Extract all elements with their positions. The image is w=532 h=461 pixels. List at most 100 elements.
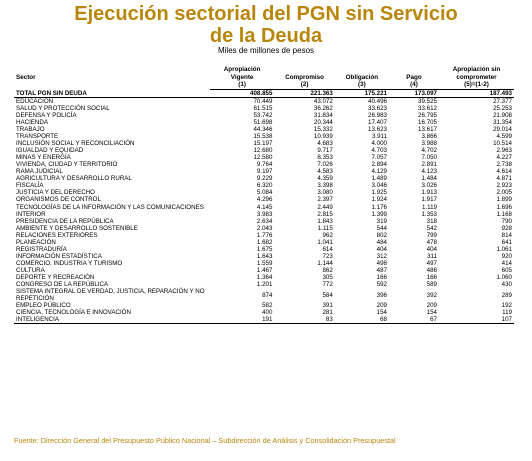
execution-table: Sector Apropiación Vigente Compromiso Ob… [14, 66, 514, 325]
row-obligacion: 4.129 [371, 168, 387, 176]
row-sin-comprometer: 4.599 [496, 133, 512, 141]
row-apropiacion: 15.538 [253, 133, 273, 141]
row-sin-comprometer: 641 [501, 238, 512, 246]
table-row: SISTEMA INTEGRAL DE VERDAD, JUSTICIA, RE… [14, 288, 514, 302]
row-sin-comprometer: 814 [501, 231, 512, 239]
row-sin-comprometer: 920 [501, 252, 512, 260]
row-apropiacion: 2.634 [256, 217, 273, 225]
row-sin-comprometer: 29.014 [493, 126, 512, 134]
row-obligacion: 4.000 [371, 140, 387, 148]
table-body: TOTAL PGN SIN DEUDA 408.855 221.363 175.… [14, 89, 514, 325]
total-apropiacion: 408.855 [209, 89, 275, 98]
row-compromiso: 9.717 [317, 147, 333, 155]
row-compromiso: 4.359 [317, 175, 333, 183]
row-pago: 26.795 [418, 111, 437, 119]
row-obligacion: 4.703 [371, 147, 387, 155]
table-row: REGISTRADURÍA 1.675 614 404 404 1.061 [14, 246, 514, 253]
row-compromiso: 2.449 [317, 203, 333, 211]
row-pago: 13.617 [418, 126, 437, 134]
row-sin-comprometer: 2.923 [496, 182, 512, 190]
row-obligacion: 404 [376, 245, 387, 253]
row-sector: SISTEMA INTEGRAL DE VERDAD, JUSTICIA, RE… [16, 288, 205, 303]
row-apropiacion: 53.742 [253, 111, 273, 119]
row-pago: 311 [427, 252, 437, 260]
row-compromiso: 962 [322, 231, 333, 239]
row-pago: 1.119 [421, 203, 437, 211]
title-line-2: de la Deuda [209, 25, 323, 47]
row-pago: 404 [426, 245, 437, 253]
row-sector: MINAS Y ENERGÍA [16, 154, 71, 162]
row-pago: 497 [426, 259, 437, 267]
row-sin-comprometer: 4.871 [496, 175, 512, 183]
row-sin-comprometer: 2.738 [496, 161, 512, 169]
row-sector: PRESIDENCIA DE LA REPÚBLICA [16, 217, 114, 225]
row-obligacion: 7.057 [371, 154, 387, 162]
row-apropiacion: 1.643 [256, 252, 273, 260]
row-pago: 1.913 [421, 189, 437, 197]
subtitle: Miles de millones de pesos [217, 46, 315, 55]
row-apropiacion: 44.346 [253, 126, 273, 134]
row-obligacion: 1.925 [371, 189, 387, 197]
row-sector: TRANSPORTE [16, 133, 59, 141]
row-apropiacion: 400 [262, 309, 273, 317]
row-obligacion: 26.983 [368, 111, 387, 119]
row-obligacion: 68 [334, 316, 389, 325]
header-sin-comprometer: Apropiación sin comprometer [452, 66, 501, 81]
row-obligacion: 17.407 [368, 118, 387, 126]
row-obligacion: 1.489 [371, 175, 387, 183]
row-sin-comprometer: 414 [501, 259, 512, 267]
header-apropiacion: Apropiación Vigente [223, 66, 261, 81]
row-pago: 154 [426, 309, 437, 317]
row-sin-comprometer: 2.963 [496, 147, 512, 155]
row-sin-comprometer: 1.899 [496, 196, 512, 204]
table-row: COMERCIO, INDUSTRIA Y TURISMO 1.559 1.144 4… [14, 260, 514, 267]
row-apropiacion: 1.201 [256, 281, 273, 289]
row-apropiacion: 9.764 [256, 161, 273, 169]
source-note: Fuente: Dirección General del Presupuest… [14, 436, 396, 445]
row-compromiso: 31.834 [313, 111, 333, 119]
row-sector: RELACIONES EXTERIORES [16, 231, 98, 239]
row-apropiacion: 874 [262, 291, 273, 299]
row-compromiso: 4.683 [317, 140, 333, 148]
row-obligacion: 209 [376, 302, 387, 310]
row-apropiacion: 1.776 [256, 231, 273, 239]
row-sin-comprometer: 1.061 [496, 245, 512, 253]
row-sector: AGRICULTURA Y DESARROLLO RURAL [16, 175, 132, 183]
row-sin-comprometer: 605 [501, 266, 512, 274]
header-number: (4) [388, 81, 439, 90]
row-compromiso: 1.843 [317, 217, 333, 225]
row-pago: 486 [426, 266, 437, 274]
row-sin-comprometer: 2.005 [496, 189, 512, 197]
row-pago: 542 [426, 224, 437, 232]
row-obligacion: 1.176 [371, 203, 387, 211]
row-compromiso: 15.332 [313, 126, 333, 134]
row-compromiso: 772 [322, 281, 333, 289]
table-row: AMBIENTE Y DESARROLLO SOSTENIBLE 2.043 1.1… [14, 225, 514, 232]
row-obligacion: 166 [376, 274, 387, 281]
row-obligacion: 154 [376, 309, 387, 317]
row-compromiso: 1.041 [317, 238, 333, 246]
row-sector: INFORMACIÓN ESTADÍSTICA [16, 252, 102, 260]
row-sector: JUSTICIA Y DEL DERECHO [16, 189, 95, 197]
table-row: PRESIDENCIA DE LA REPÚBLICA 2.634 1.843 319… [14, 218, 514, 225]
row-obligacion: 396 [376, 291, 387, 299]
row-sector: DEPORTE Y RECREACIÓN [16, 274, 95, 281]
row-sin-comprometer: 790 [501, 217, 512, 225]
total-sin-comprometer: 187.493 [438, 89, 514, 98]
row-apropiacion: 1.675 [256, 245, 273, 253]
row-pago: 1.917 [421, 196, 437, 204]
row-sin-comprometer: 289 [501, 291, 512, 299]
table-row: CULTURA 1.467 862 487 486 605 [14, 267, 514, 274]
row-compromiso: 391 [322, 302, 333, 310]
row-sin-comprometer: 928 [501, 224, 512, 232]
table-row: TECNOLOGÍAS DE LA INFORMACIÓN Y LAS COMU… [14, 204, 514, 211]
row-sin-comprometer: 119 [502, 309, 512, 317]
header-number: (2) [274, 81, 335, 90]
row-sector: INTERIOR [16, 210, 46, 218]
total-pago: 173.097 [388, 89, 439, 98]
table-row: FISCALÍA 6.320 3.398 3.046 3.026 2.923 [14, 182, 514, 189]
row-compromiso: 723 [322, 252, 333, 260]
row-obligacion: 33.623 [368, 104, 387, 112]
row-sin-comprometer: 31.354 [493, 118, 512, 126]
header-number: (3) [334, 81, 389, 90]
